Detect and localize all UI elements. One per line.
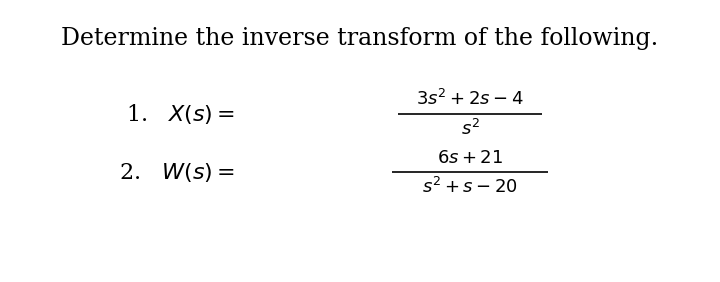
Text: $s^2+s-20$: $s^2+s-20$: [422, 177, 518, 197]
Text: $6s+21$: $6s+21$: [437, 149, 503, 167]
Text: 2.   $W(s) =$: 2. $W(s) =$: [119, 160, 235, 184]
Text: 1.   $X(s) =$: 1. $X(s) =$: [126, 102, 235, 126]
Text: Determine the inverse transform of the following.: Determine the inverse transform of the f…: [61, 27, 659, 50]
Text: $3s^2+2s-4$: $3s^2+2s-4$: [416, 89, 524, 109]
Text: $s^2$: $s^2$: [461, 119, 480, 139]
